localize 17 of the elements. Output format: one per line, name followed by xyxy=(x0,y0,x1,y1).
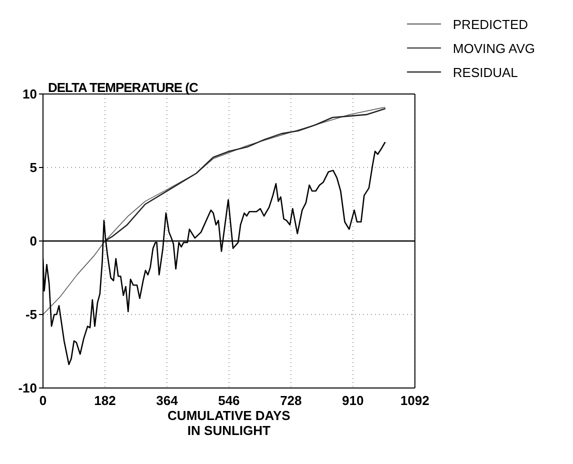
legend-label: RESIDUAL xyxy=(452,64,518,80)
legend-label: MOVING AVG xyxy=(452,40,535,56)
y-tick-label: -5 xyxy=(25,307,37,322)
y-tick-label: 0 xyxy=(30,234,37,249)
x-tick-label: 364 xyxy=(156,393,179,408)
legend-label: PREDICTED xyxy=(452,16,528,32)
y-tick-label: 10 xyxy=(22,86,37,102)
x-tick-label: 182 xyxy=(94,393,116,408)
x-tick-label: 0 xyxy=(39,393,47,408)
x-axis-title: CUMULATIVE DAYS IN SUNLIGHT xyxy=(168,408,291,438)
x-tick-label: 546 xyxy=(218,393,240,408)
y-tick-label: 5 xyxy=(30,160,37,176)
x-tick-label: 910 xyxy=(342,393,364,408)
y-axis-title: DELTA TEMPERATURE (C xyxy=(48,80,198,95)
x-tick-label: 1092 xyxy=(400,393,430,408)
x-tick-label: 728 xyxy=(280,393,302,408)
y-tick-label: -10 xyxy=(18,380,37,396)
